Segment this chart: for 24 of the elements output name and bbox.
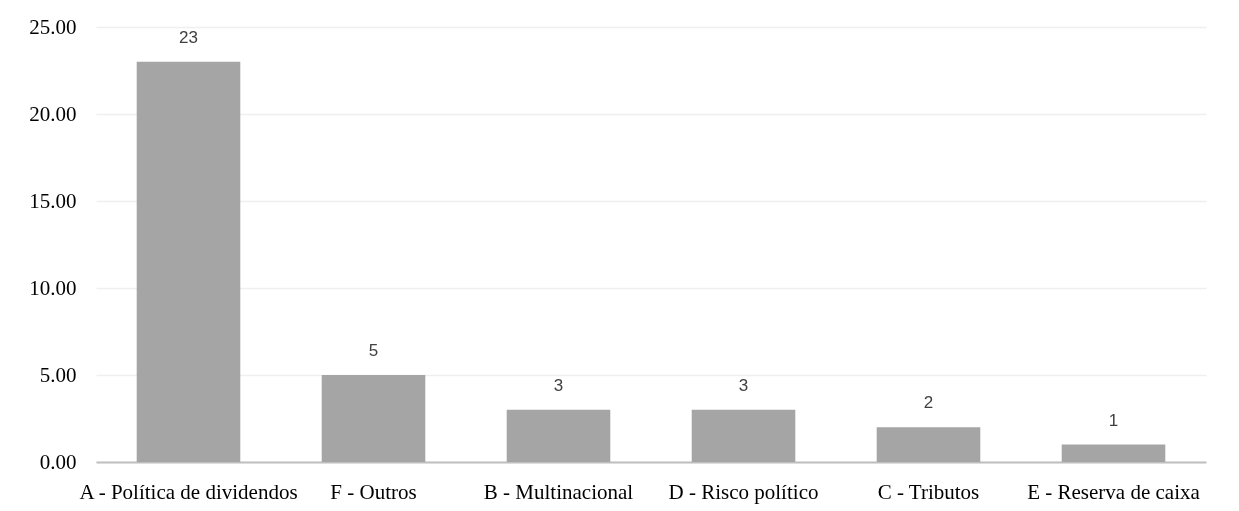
- x-tick-label: B - Multinacional: [483, 479, 634, 504]
- bar: [506, 409, 611, 462]
- x-tick-label: F - Outros: [330, 479, 417, 504]
- data-label: 3: [553, 375, 564, 395]
- bar: [321, 375, 426, 462]
- data-label: 1: [1108, 410, 1119, 430]
- y-tick-label: 25.00: [29, 14, 77, 39]
- data-label: 23: [179, 27, 198, 47]
- y-tick-label: 5.00: [39, 362, 77, 387]
- y-tick-label: 0.00: [39, 449, 77, 474]
- y-tick-label: 10.00: [29, 275, 77, 300]
- bar: [876, 427, 981, 462]
- bar: [691, 409, 796, 462]
- data-label: 5: [368, 341, 379, 360]
- data-label: 3: [738, 375, 749, 395]
- y-tick-label: 15.00: [29, 188, 77, 213]
- bar: [1061, 444, 1166, 462]
- y-tick-label: 20.00: [29, 101, 77, 126]
- x-tick-label: E - Reserva de caixa: [1027, 479, 1201, 504]
- x-tick-label: A - Política de dividendos: [79, 479, 298, 504]
- x-tick-label: C - Tributos: [877, 479, 980, 504]
- data-label: 2: [923, 393, 934, 413]
- bar: [136, 61, 241, 462]
- x-tick-label: D - Risco político: [668, 479, 819, 504]
